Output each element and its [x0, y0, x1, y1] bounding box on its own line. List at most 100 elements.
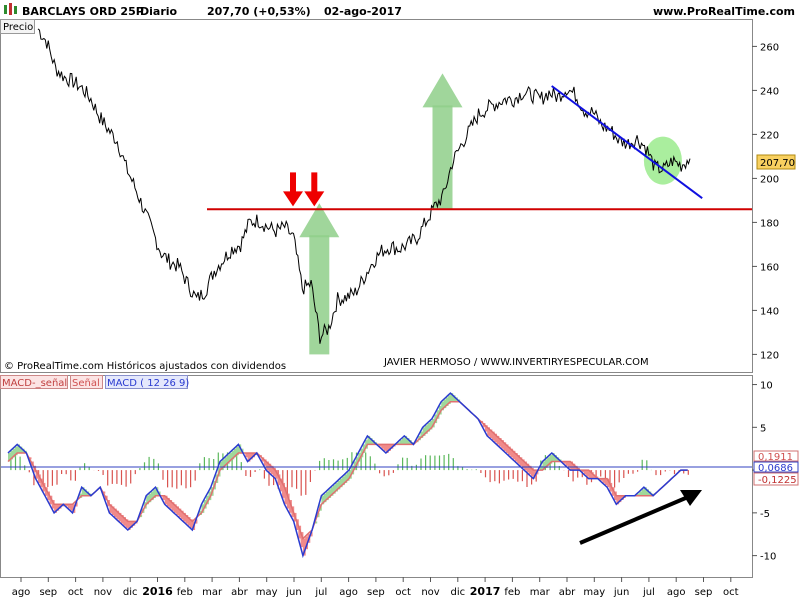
x-tick-label: jun [613, 587, 629, 598]
site-url[interactable]: www.ProRealTime.com [653, 5, 795, 18]
macd-band [17, 444, 20, 453]
period-label: Diario [140, 5, 178, 18]
macd-band [540, 465, 543, 471]
legend-histogram-box[interactable] [0, 375, 68, 389]
macd-band [434, 414, 438, 424]
macd-band [607, 478, 610, 488]
macd-band [8, 453, 11, 462]
x-tick-label: jul [314, 587, 327, 598]
macd-band [547, 457, 550, 466]
histogram-bar [535, 470, 537, 482]
macd-band [226, 455, 230, 464]
macd-band [443, 399, 447, 409]
histogram-bar [33, 470, 35, 486]
macd-band [379, 444, 382, 447]
macd-band [185, 515, 189, 524]
macd-band [369, 438, 373, 445]
macd-band [554, 455, 557, 462]
red-down-arrowhead [283, 191, 303, 207]
macd-band [275, 470, 279, 479]
histogram-bar [600, 470, 602, 477]
macd-band [344, 474, 348, 483]
x-tick-label: feb [504, 587, 520, 598]
macd-band [323, 493, 327, 503]
y-tick-label: -5 [760, 509, 770, 520]
price-tab[interactable] [0, 19, 35, 34]
macd-band [496, 435, 500, 445]
histogram-bar [153, 458, 155, 470]
macd-band [528, 465, 532, 475]
macd-band [203, 500, 207, 509]
y-tick-label: 220 [760, 130, 779, 141]
histogram-bar [259, 469, 261, 471]
macd-band [229, 453, 232, 462]
macd-band [120, 515, 124, 524]
macd-band [190, 519, 193, 528]
histogram-bar [683, 470, 685, 474]
y-tick-label: 180 [760, 218, 779, 229]
macd-band [282, 482, 285, 498]
last-quote: 207,70 (+0,53%) [207, 5, 311, 18]
histogram-bar [14, 451, 17, 471]
y-tick-label: 5 [760, 423, 766, 434]
histogram-bar [268, 470, 270, 486]
legend-signal: Señal [72, 378, 100, 389]
macd-band [441, 401, 444, 411]
macd-band [35, 470, 39, 479]
histogram-bar [185, 470, 187, 489]
macd-band [249, 453, 253, 460]
legend-macd-box[interactable] [105, 375, 188, 389]
macd-band [130, 521, 133, 528]
macd-band [245, 453, 249, 458]
quote-date: 02-ago-2017 [324, 5, 402, 18]
macd-band [70, 504, 73, 511]
histogram-bar [503, 470, 505, 481]
macd-band [609, 482, 613, 492]
macd-band [109, 504, 113, 513]
macd-band [238, 444, 242, 453]
histogram-bar [452, 458, 454, 471]
histogram-bar [457, 466, 459, 471]
histogram-bar [74, 470, 76, 481]
macd-band [600, 478, 603, 481]
macd-band [173, 504, 177, 513]
macd-band [508, 446, 511, 456]
macd-band [12, 448, 16, 458]
time-x-axis: ago sep oct nov dic 2016 feb mar abr may jun jul ago… [12, 577, 739, 598]
histogram-bar [286, 470, 288, 499]
histogram-bar [300, 470, 302, 496]
macd-band [351, 465, 355, 475]
macd-band [167, 497, 170, 507]
macd-band [284, 487, 288, 505]
macd-band [450, 393, 454, 402]
macd-band [67, 504, 71, 509]
macd-band [637, 493, 640, 496]
histogram-bar [208, 458, 210, 471]
macd-band [220, 461, 223, 471]
macd-band [544, 459, 548, 468]
macd-band [397, 442, 401, 445]
legend-signal-box[interactable] [70, 375, 103, 389]
histogram-bar [637, 470, 639, 472]
histogram-bar [655, 470, 657, 476]
price-panel [0, 19, 753, 373]
histogram-bar [632, 470, 634, 474]
macd-band [590, 472, 594, 479]
macd-band [533, 470, 537, 479]
macd-band [65, 504, 69, 507]
histogram-bar [475, 469, 477, 471]
histogram-bar [521, 470, 523, 482]
histogram-bar [627, 470, 629, 474]
macd-band [512, 450, 516, 460]
macd-band [150, 491, 154, 501]
macd-band [339, 478, 343, 488]
macd-band [570, 461, 573, 471]
histogram-bar [438, 455, 441, 470]
x-tick-label: ago [667, 587, 686, 598]
histogram-bar [351, 452, 353, 470]
histogram-bar [171, 470, 173, 488]
x-tick-label: may [583, 587, 605, 598]
histogram-bar [240, 462, 242, 471]
macd-band [47, 491, 50, 501]
